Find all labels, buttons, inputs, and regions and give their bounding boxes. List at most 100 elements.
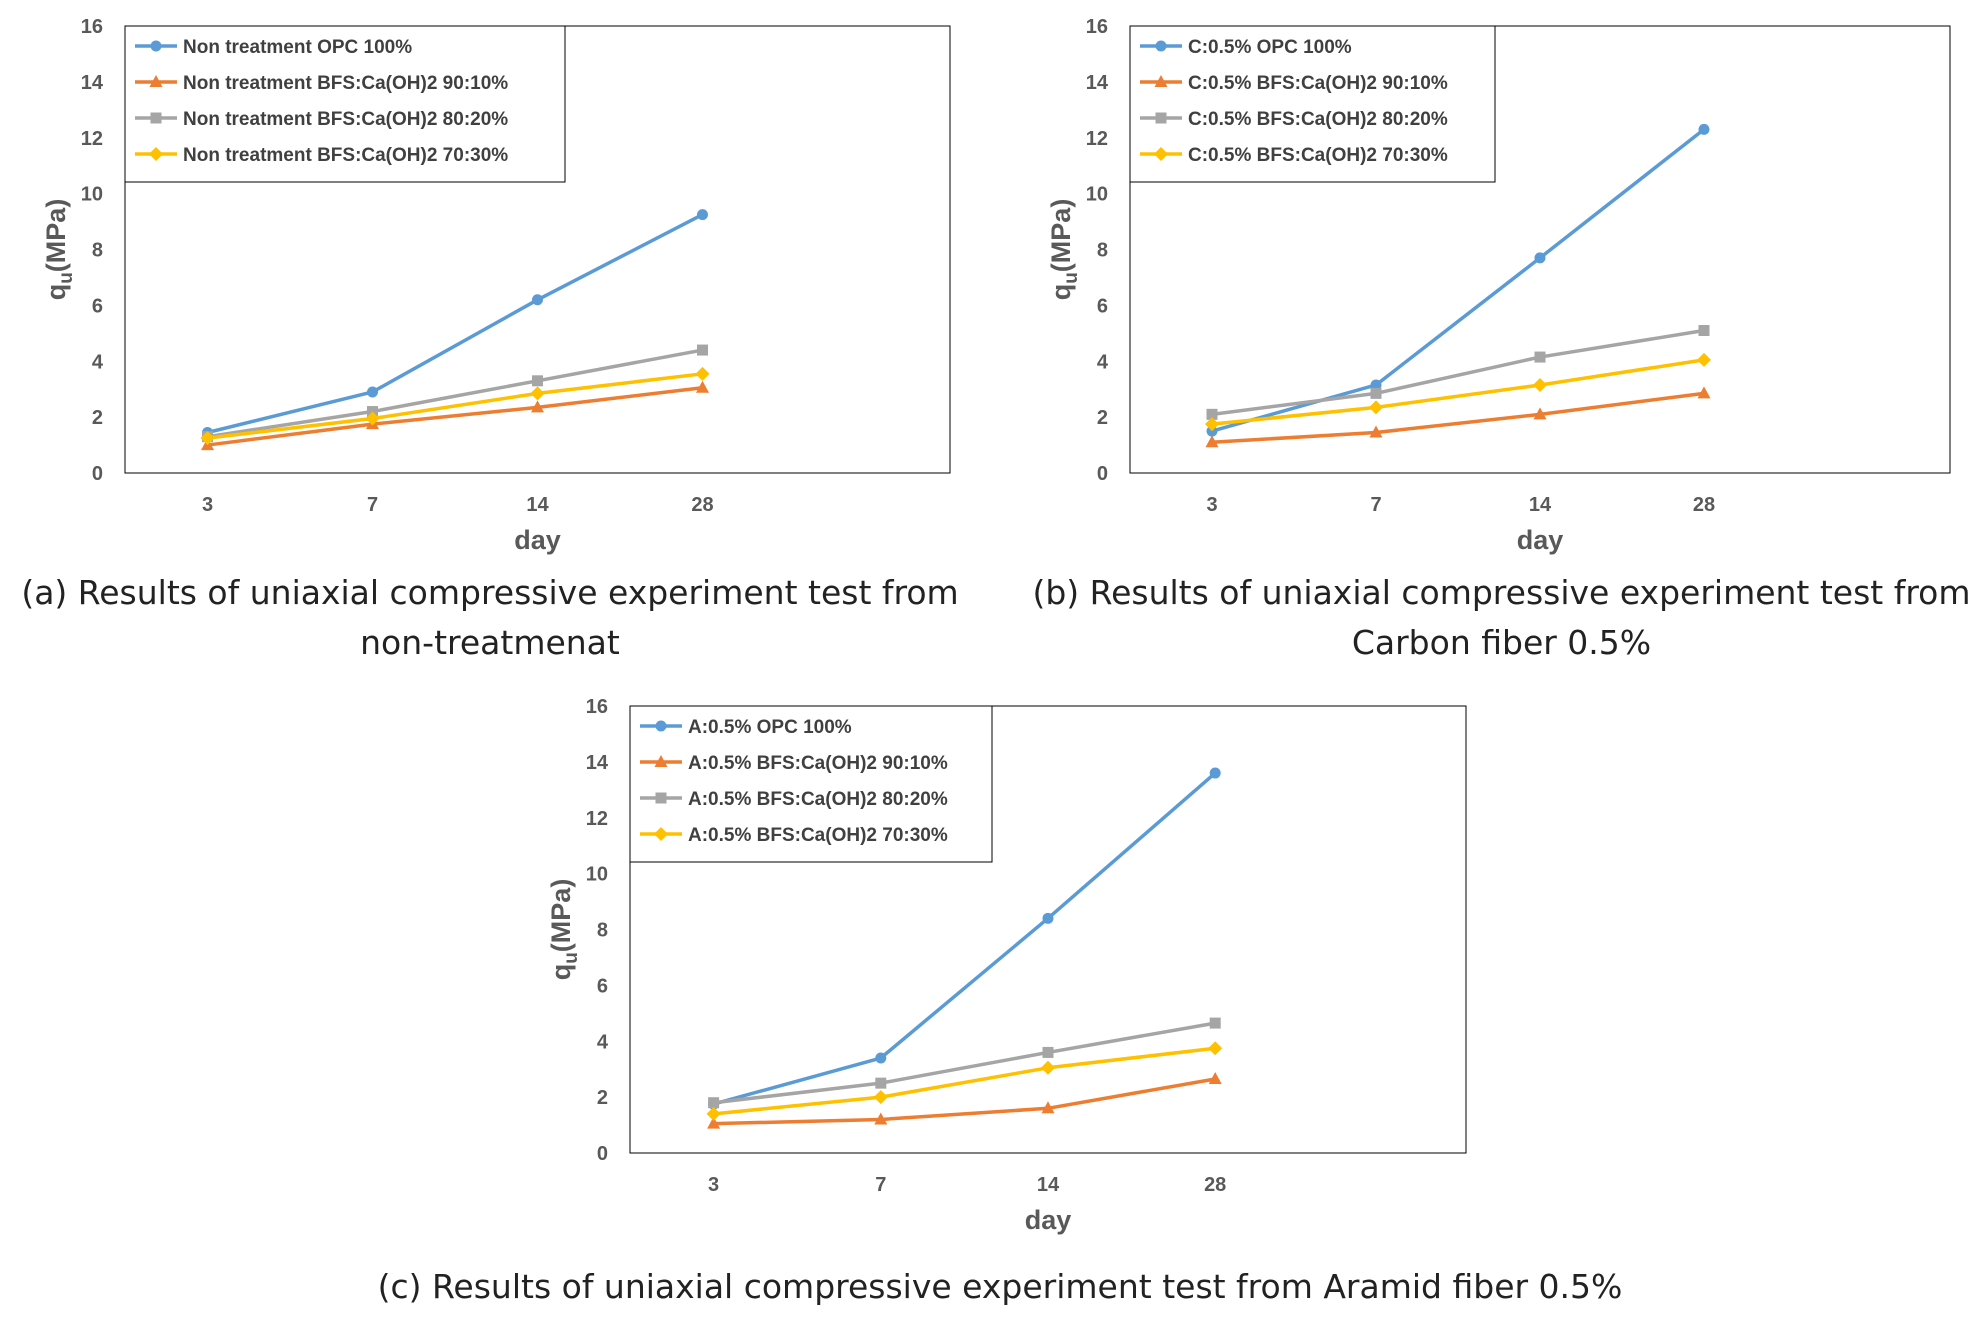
legend-entry: A:0.5% BFS:Ca(OH)2 70:30%: [688, 825, 948, 846]
data-point: [1369, 425, 1383, 438]
data-point: [875, 1077, 887, 1089]
data-point: [200, 431, 215, 446]
y-tick-label: 8: [92, 240, 103, 262]
data-point: [1205, 417, 1219, 432]
data-point: [1042, 1046, 1054, 1058]
x-tick-label: 7: [875, 1174, 886, 1196]
data-point: [875, 1052, 887, 1064]
series-line: [1211, 328, 1705, 417]
data-point: [1534, 252, 1546, 264]
y-tick-label: 14: [1086, 72, 1109, 94]
data-point: [874, 1112, 888, 1125]
y-tick-label: 2: [1097, 407, 1108, 429]
data-point: [1209, 767, 1221, 779]
data-point: [696, 380, 709, 393]
x-axis-label: day: [514, 525, 561, 555]
legend-swatch-marker: [1155, 112, 1167, 124]
data-point: [1209, 1017, 1221, 1029]
x-tick-label: 3: [708, 1174, 719, 1196]
y-tick-label: 6: [597, 975, 608, 997]
x-axis-label: day: [1517, 525, 1564, 555]
caption-a: (a) Results of uniaxial compressive expe…: [0, 568, 980, 668]
legend-swatch-marker: [654, 755, 668, 767]
series-line: [713, 1077, 1216, 1126]
legend-box: [124, 25, 566, 183]
legend-swatch-marker: [1154, 147, 1168, 161]
series-line: [713, 1046, 1216, 1116]
y-axis-label-unit: (MPa): [1046, 199, 1076, 273]
legend-box: [1129, 25, 1496, 183]
data-point: [531, 400, 544, 413]
data-point: [1206, 408, 1218, 420]
legend-entry: A:0.5% BFS:Ca(OH)2 80:20%: [688, 789, 948, 810]
x-tick-label: 14: [526, 494, 549, 516]
line-chart-a: 0 2 4 6 8 10 12 14 16 3 7 14 28 day qu(MPa) Non treatme…: [41, 16, 951, 555]
y-tick-label: 14: [586, 752, 609, 774]
y-axis-label-main: q: [41, 284, 71, 301]
data-point: [532, 294, 543, 306]
legend-swatch-marker: [1155, 40, 1167, 52]
caption-a-line1: (a) Results of uniaxial compressive expe…: [21, 573, 959, 612]
y-tick-label: 4: [92, 351, 104, 373]
y-tick-label: 12: [586, 808, 608, 830]
data-point: [1042, 912, 1054, 924]
data-point: [1698, 325, 1710, 337]
y-tick-label: 8: [597, 920, 608, 942]
x-tick-label: 14: [1037, 1174, 1060, 1196]
legend-box: [629, 705, 993, 863]
caption-a-line2: non-treatmenat: [360, 623, 620, 662]
line-chart-c: 0 2 4 6 8 10 12 14 16 3 7 14 28 day qu(MPa) A:0.5% OPC …: [546, 696, 1467, 1235]
plot-area: [1129, 25, 1951, 474]
legend-swatch-marker: [149, 75, 163, 87]
x-tick-label: 28: [1204, 1174, 1226, 1196]
caption-c: (c) Results of uniaxial compressive expe…: [200, 1262, 1800, 1312]
data-point: [1370, 387, 1382, 399]
legend-entry: C:0.5% BFS:Ca(OH)2 80:20%: [1188, 109, 1448, 130]
y-tick-label: 16: [1086, 16, 1108, 38]
legend-swatch-marker: [149, 147, 163, 161]
data-point: [365, 411, 380, 426]
y-tick-label: 14: [81, 72, 104, 94]
data-point: [1369, 400, 1383, 415]
legend-entry: C:0.5% OPC 100%: [1188, 37, 1352, 58]
x-tick-label: 28: [691, 494, 713, 516]
data-point: [532, 375, 543, 387]
legend-entry: Non treatment BFS:Ca(OH)2 90:10%: [183, 73, 508, 94]
data-point: [367, 386, 378, 398]
data-point: [873, 1090, 888, 1105]
y-tick-label: 0: [92, 463, 103, 485]
data-point: [707, 1116, 721, 1129]
y-tick-label: 10: [586, 864, 608, 886]
line-chart-b: 0 2 4 6 8 10 12 14 16 3 7 14 28 day qu(MPa) C:0.5% OPC …: [1046, 16, 1951, 555]
y-tick-label: 16: [81, 16, 103, 38]
legend-swatch-marker: [150, 112, 162, 124]
series-line: [207, 213, 704, 435]
y-tick-label: 12: [1086, 128, 1108, 150]
series-line: [207, 372, 703, 440]
series-line: [713, 771, 1217, 1106]
data-point: [1208, 1041, 1223, 1056]
data-point: [706, 1106, 721, 1121]
caption-b: (b) Results of uniaxial compressive expe…: [1020, 568, 1983, 668]
y-axis-label: qu(MPa): [41, 199, 77, 301]
y-tick-label: 0: [1097, 463, 1108, 485]
data-point: [1698, 123, 1710, 135]
y-axis-label-unit: (MPa): [41, 199, 71, 273]
y-tick-label: 12: [81, 128, 103, 150]
series-line: [1211, 358, 1705, 426]
legend-entry: Non treatment OPC 100%: [183, 37, 412, 58]
data-point: [1208, 1071, 1222, 1084]
y-axis-label-main: q: [546, 964, 576, 981]
caption-b-line2: Carbon fiber 0.5%: [1351, 623, 1652, 662]
data-point: [697, 344, 708, 356]
y-tick-label: 4: [1097, 351, 1109, 373]
data-point: [708, 1097, 720, 1109]
data-point: [1370, 379, 1382, 391]
series-line: [207, 348, 703, 439]
legend-entry: C:0.5% BFS:Ca(OH)2 90:10%: [1188, 73, 1448, 94]
legend-swatch-marker: [1154, 75, 1168, 87]
x-tick-label: 7: [367, 494, 378, 516]
y-tick-label: 6: [92, 295, 103, 317]
x-tick-label: 3: [1206, 494, 1217, 516]
y-tick-label: 10: [1086, 184, 1108, 206]
